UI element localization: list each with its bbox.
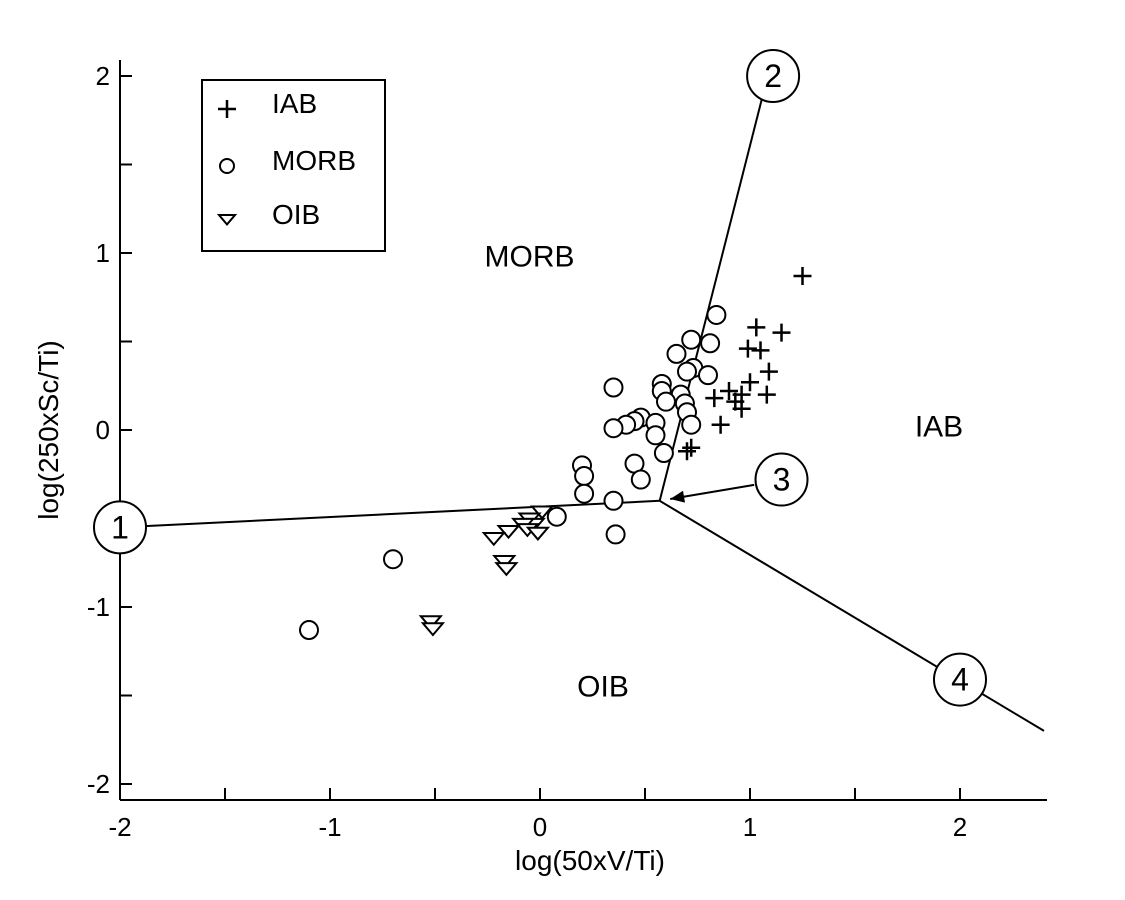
morb-point — [701, 334, 719, 352]
series-oib — [421, 506, 552, 635]
legend-label-morb: MORB — [272, 145, 356, 176]
series-morb — [300, 306, 725, 639]
oib-point — [528, 528, 548, 540]
boundary-marker-1: 1 — [94, 501, 146, 553]
morb-point — [668, 345, 686, 363]
iab-point — [678, 442, 696, 460]
boundary-marker-2: 2 — [747, 50, 799, 102]
iab-point — [712, 416, 730, 434]
arrow-head — [670, 491, 685, 503]
legend-circle-symbol — [220, 159, 234, 173]
boundary-marker-4: 4 — [934, 654, 986, 706]
oib-point — [496, 563, 516, 575]
morb-point — [605, 419, 623, 437]
y-tick-label: 2 — [96, 61, 110, 91]
morb-point — [548, 508, 566, 526]
iab-point — [752, 341, 770, 359]
morb-point — [575, 485, 593, 503]
iab-point — [773, 324, 791, 342]
morb-point — [607, 525, 625, 543]
morb-point — [657, 393, 675, 411]
region-label-morb: MORB — [485, 241, 575, 274]
iab-point — [747, 318, 765, 336]
data-series — [300, 267, 812, 639]
morb-point — [707, 306, 725, 324]
x-tick-label: 2 — [953, 812, 967, 842]
boundary-marker-label: 3 — [773, 462, 791, 498]
boundary-line-3-2 — [660, 80, 767, 501]
morb-point — [384, 550, 402, 568]
boundary-marker-label: 4 — [951, 662, 969, 698]
boundary-marker-label: 1 — [111, 509, 129, 545]
x-tick-label: 0 — [533, 812, 547, 842]
morb-point — [647, 426, 665, 444]
scatter-chart: -2 -1 0 1 2 -2 -1 0 1 2 1 2 3 4 MORB IAB OIB log(50x… — [0, 0, 1125, 900]
morb-point — [682, 331, 700, 349]
y-tick-label: -2 — [87, 769, 110, 799]
iab-point — [741, 373, 759, 391]
iab-point — [794, 267, 812, 285]
y-axis-title: log(250xSc/Ti) — [33, 340, 64, 519]
morb-point — [682, 416, 700, 434]
y-tick-label: 0 — [96, 415, 110, 445]
x-tick-label: -2 — [108, 812, 131, 842]
oib-point — [484, 533, 504, 545]
legend: IAB MORB OIB — [202, 80, 385, 251]
region-label-iab: IAB — [915, 410, 963, 443]
legend-label-iab: IAB — [272, 88, 317, 119]
x-tick-label: -1 — [318, 812, 341, 842]
x-axis-title: log(50xV/Ti) — [515, 845, 665, 876]
morb-point — [655, 444, 673, 462]
y-tick-label: 1 — [96, 238, 110, 268]
morb-point — [605, 492, 623, 510]
morb-point — [605, 379, 623, 397]
y-tick-label: -1 — [87, 592, 110, 622]
boundary-line-3-4 — [660, 501, 1044, 731]
morb-point — [678, 363, 696, 381]
iab-point — [739, 340, 757, 358]
boundary-line-1-3 — [120, 501, 660, 528]
morb-point — [300, 621, 318, 639]
morb-point — [632, 471, 650, 489]
legend-label-oib: OIB — [272, 199, 320, 230]
iab-point — [758, 386, 776, 404]
x-tick-label: 1 — [743, 812, 757, 842]
boundary-marker-label: 2 — [764, 58, 782, 94]
iab-point — [760, 363, 778, 381]
morb-point — [575, 467, 593, 485]
morb-point — [699, 366, 717, 384]
boundary-marker-3: 3 — [756, 454, 808, 506]
legend-circle-icon — [220, 159, 234, 173]
oib-point — [423, 623, 443, 635]
region-label-oib: OIB — [577, 671, 629, 704]
iab-point — [682, 439, 700, 457]
